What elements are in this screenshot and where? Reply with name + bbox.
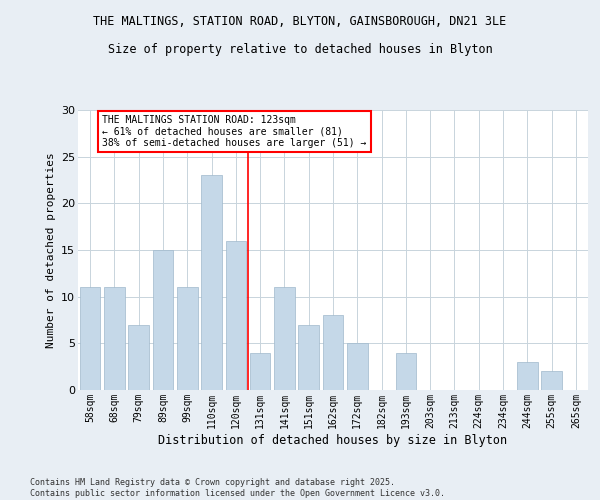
Bar (298, 324, 319, 390)
Y-axis label: Number of detached properties: Number of detached properties (46, 152, 56, 348)
Text: Contains HM Land Registry data © Crown copyright and database right 2025.
Contai: Contains HM Land Registry data © Crown c… (30, 478, 445, 498)
Bar (152, 250, 173, 390)
Bar (226, 240, 246, 390)
Text: THE MALTINGS STATION ROAD: 123sqm
← 61% of detached houses are smaller (81)
38% : THE MALTINGS STATION ROAD: 123sqm ← 61% … (102, 114, 367, 148)
Bar (104, 288, 125, 390)
Bar (323, 316, 343, 390)
Bar (274, 288, 295, 390)
Bar (517, 362, 538, 390)
Text: THE MALTINGS, STATION ROAD, BLYTON, GAINSBOROUGH, DN21 3LE: THE MALTINGS, STATION ROAD, BLYTON, GAIN… (94, 15, 506, 28)
Bar (177, 288, 197, 390)
Bar (201, 176, 222, 390)
Bar (395, 352, 416, 390)
Bar (128, 324, 149, 390)
X-axis label: Distribution of detached houses by size in Blyton: Distribution of detached houses by size … (158, 434, 508, 446)
Text: Size of property relative to detached houses in Blyton: Size of property relative to detached ho… (107, 42, 493, 56)
Bar (347, 344, 368, 390)
Bar (541, 372, 562, 390)
Bar (250, 352, 271, 390)
Bar (80, 288, 100, 390)
